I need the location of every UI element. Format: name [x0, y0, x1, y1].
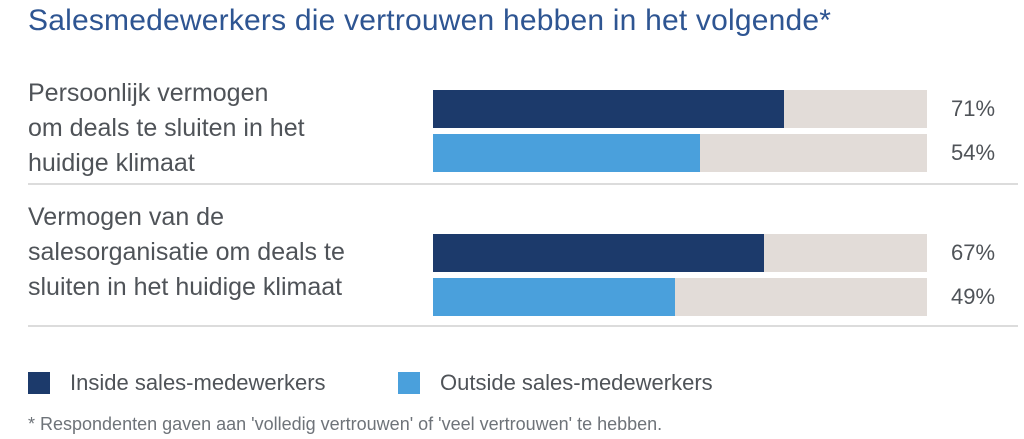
legend-label: Inside sales-medewerkers — [70, 370, 326, 395]
bar-track — [433, 278, 927, 316]
divider — [28, 183, 1018, 185]
legend-swatch — [28, 372, 50, 394]
footnote: * Respondenten gaven aan 'volledig vertr… — [28, 414, 663, 434]
bar-track — [433, 134, 927, 172]
bar-track — [433, 234, 927, 272]
bar-track — [433, 90, 927, 128]
bar-outside — [433, 134, 700, 172]
legend-label: Outside sales-medewerkers — [440, 370, 713, 395]
data-label: 49% — [951, 284, 996, 309]
bar-outside — [433, 278, 676, 316]
category-label: Persoonlijk vermogen om deals te sluiten… — [28, 79, 305, 177]
category-label: Vermogen van de salesorganisatie om deal… — [28, 203, 345, 301]
data-label: 54% — [951, 140, 996, 165]
divider — [28, 325, 1018, 327]
chart-title: Salesmedewerkers die vertrouwen hebben i… — [28, 4, 832, 37]
data-label: 67% — [951, 240, 996, 265]
bar-inside — [433, 90, 784, 128]
data-label: 71% — [951, 96, 996, 121]
legend-swatch — [398, 372, 420, 394]
bar-inside — [433, 234, 764, 272]
